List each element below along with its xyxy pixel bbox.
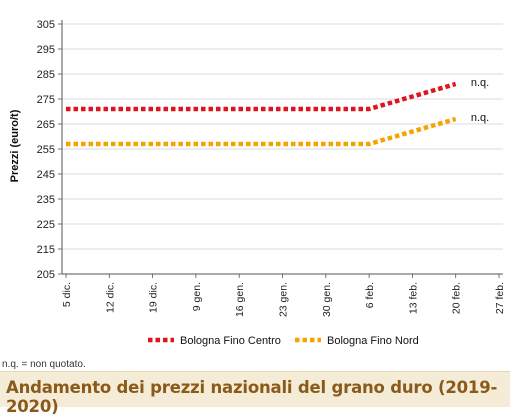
y-tick-label: 285 (37, 69, 55, 81)
x-tick-label: 19 dic. (148, 282, 160, 313)
y-axis: 205 215 225 235 245 255 265 275 285 295 305 (37, 19, 63, 281)
x-tick-label: 9 gen. (191, 282, 203, 311)
annotation-nq: n.q. (471, 112, 489, 124)
title-bar: Andamento dei prezzi nazionali del grano… (0, 371, 510, 416)
x-tick-label: 13 feb. (407, 282, 419, 314)
y-tick-label: 245 (37, 169, 55, 181)
end-annotations: n.q. n.q. (471, 77, 489, 124)
x-tick-label: 27 feb. (494, 282, 506, 314)
legend-label: Bologna Fino Centro (180, 335, 281, 347)
y-tick-label: 255 (37, 144, 55, 156)
y-tick-label: 295 (37, 44, 55, 56)
footnote: n.q. = non quotato. (2, 359, 86, 370)
x-tick-label: 5 dic. (61, 282, 73, 307)
chart: 205 215 225 235 245 255 265 275 285 295 305 5 dic.… (9, 19, 506, 347)
y-axis-label: Prezzi (euro/t) (9, 109, 21, 182)
y-tick-label: 235 (37, 194, 55, 206)
series-lines (66, 81, 457, 147)
grid-lines (62, 23, 503, 250)
x-tick-label: 30 gen. (321, 282, 333, 317)
x-tick-label: 16 gen. (234, 282, 246, 317)
legend: Bologna Fino Centro Bologna Fino Nord (148, 335, 419, 347)
chart-title: Andamento dei prezzi nazionali del grano… (6, 378, 498, 416)
x-tick-label: 20 feb. (451, 282, 463, 314)
x-tick-label: 6 feb. (364, 282, 376, 308)
x-tick-label: 23 gen. (278, 282, 290, 317)
series-line-1 (66, 81, 457, 112)
legend-label: Bologna Fino Nord (327, 335, 419, 347)
y-tick-label: 275 (37, 94, 55, 106)
annotation-nq: n.q. (471, 77, 489, 89)
x-axis: 5 dic. 12 dic. 19 dic. 9 gen. 16 gen. 23 gen.… (61, 273, 506, 317)
y-tick-label: 305 (37, 19, 55, 31)
y-tick-label: 225 (37, 219, 55, 231)
series-line-2 (66, 116, 457, 147)
y-tick-label: 205 (37, 269, 55, 281)
y-tick-label: 265 (37, 119, 55, 131)
y-tick-label: 215 (37, 244, 55, 256)
x-tick-label: 12 dic. (104, 282, 116, 313)
